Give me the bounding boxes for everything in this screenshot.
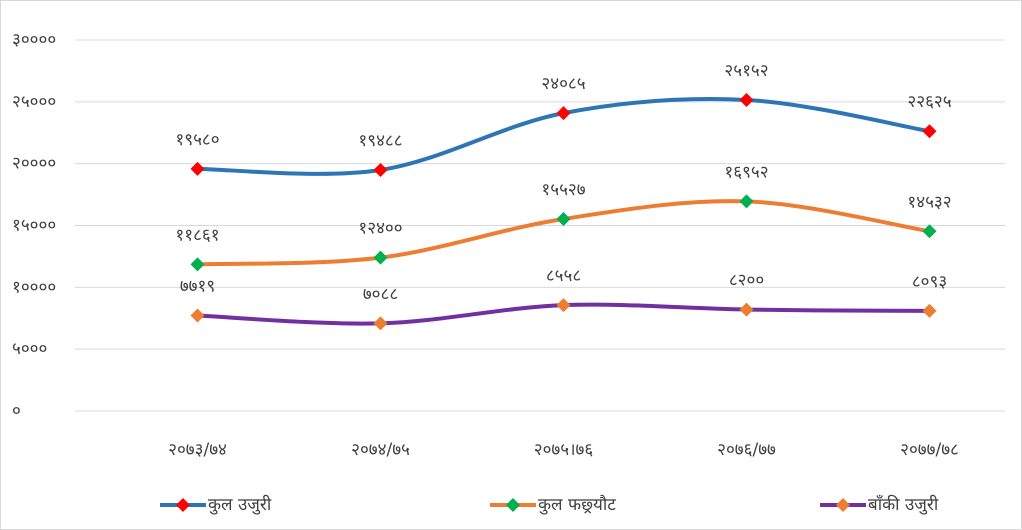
y-tick-label: ०: [12, 401, 21, 421]
data-label: १२४००: [358, 219, 402, 239]
data-point: [739, 302, 754, 317]
y-tick-label: २५०००: [12, 92, 56, 112]
x-tick-label: २०७५।७६: [534, 440, 594, 460]
y-tick-label: १००००: [12, 277, 56, 297]
data-point: [922, 224, 937, 239]
data-point: [556, 298, 571, 313]
data-point: [556, 106, 571, 121]
data-label: ८०९३: [912, 272, 947, 292]
legend-label: बाँकी उजुरी: [868, 494, 939, 515]
data-point: [922, 124, 937, 139]
data-point: [556, 211, 571, 226]
data-label: १४५३२: [907, 192, 951, 212]
data-label: १९४८८: [358, 131, 402, 151]
data-point: [373, 250, 388, 265]
data-point: [922, 303, 937, 318]
x-tick-label: २०७३/७४: [168, 440, 227, 460]
data-point: [739, 194, 754, 209]
legend-marker: [836, 498, 850, 512]
y-tick-label: २००००: [12, 154, 56, 174]
data-label: ११८६१: [175, 225, 219, 245]
data-label: ८२००: [729, 271, 764, 291]
y-tick-label: १५०००: [12, 216, 56, 236]
data-label: ७७१९: [180, 277, 215, 297]
data-point: [190, 308, 205, 323]
legend-label: कुल उजुरी: [208, 494, 272, 515]
x-tick-label: २०७४/७५: [351, 440, 410, 460]
data-label: २२६२५: [907, 92, 951, 112]
data-label: १५५२७: [541, 180, 585, 200]
data-label: १९५८०: [175, 130, 219, 150]
data-point: [373, 162, 388, 177]
data-point: [373, 316, 388, 331]
data-point: [739, 92, 754, 107]
y-tick-label: ३००००: [12, 30, 56, 50]
data-point: [190, 257, 205, 272]
data-label: ७०८८: [363, 284, 398, 304]
data-point: [190, 161, 205, 176]
legend-marker: [176, 498, 190, 512]
data-label: २४०८५: [541, 74, 585, 94]
legend-label: कुल फछ्र्यौट: [538, 494, 616, 515]
data-label: १६९५२: [724, 162, 768, 182]
legend-marker: [506, 498, 520, 512]
data-label: ८५५८: [546, 266, 581, 286]
x-tick-label: २०७६/७७: [717, 440, 776, 460]
data-label: २५१५२: [724, 61, 768, 81]
x-tick-label: २०७७/७८: [900, 440, 959, 460]
y-tick-label: ५०००: [12, 339, 47, 359]
